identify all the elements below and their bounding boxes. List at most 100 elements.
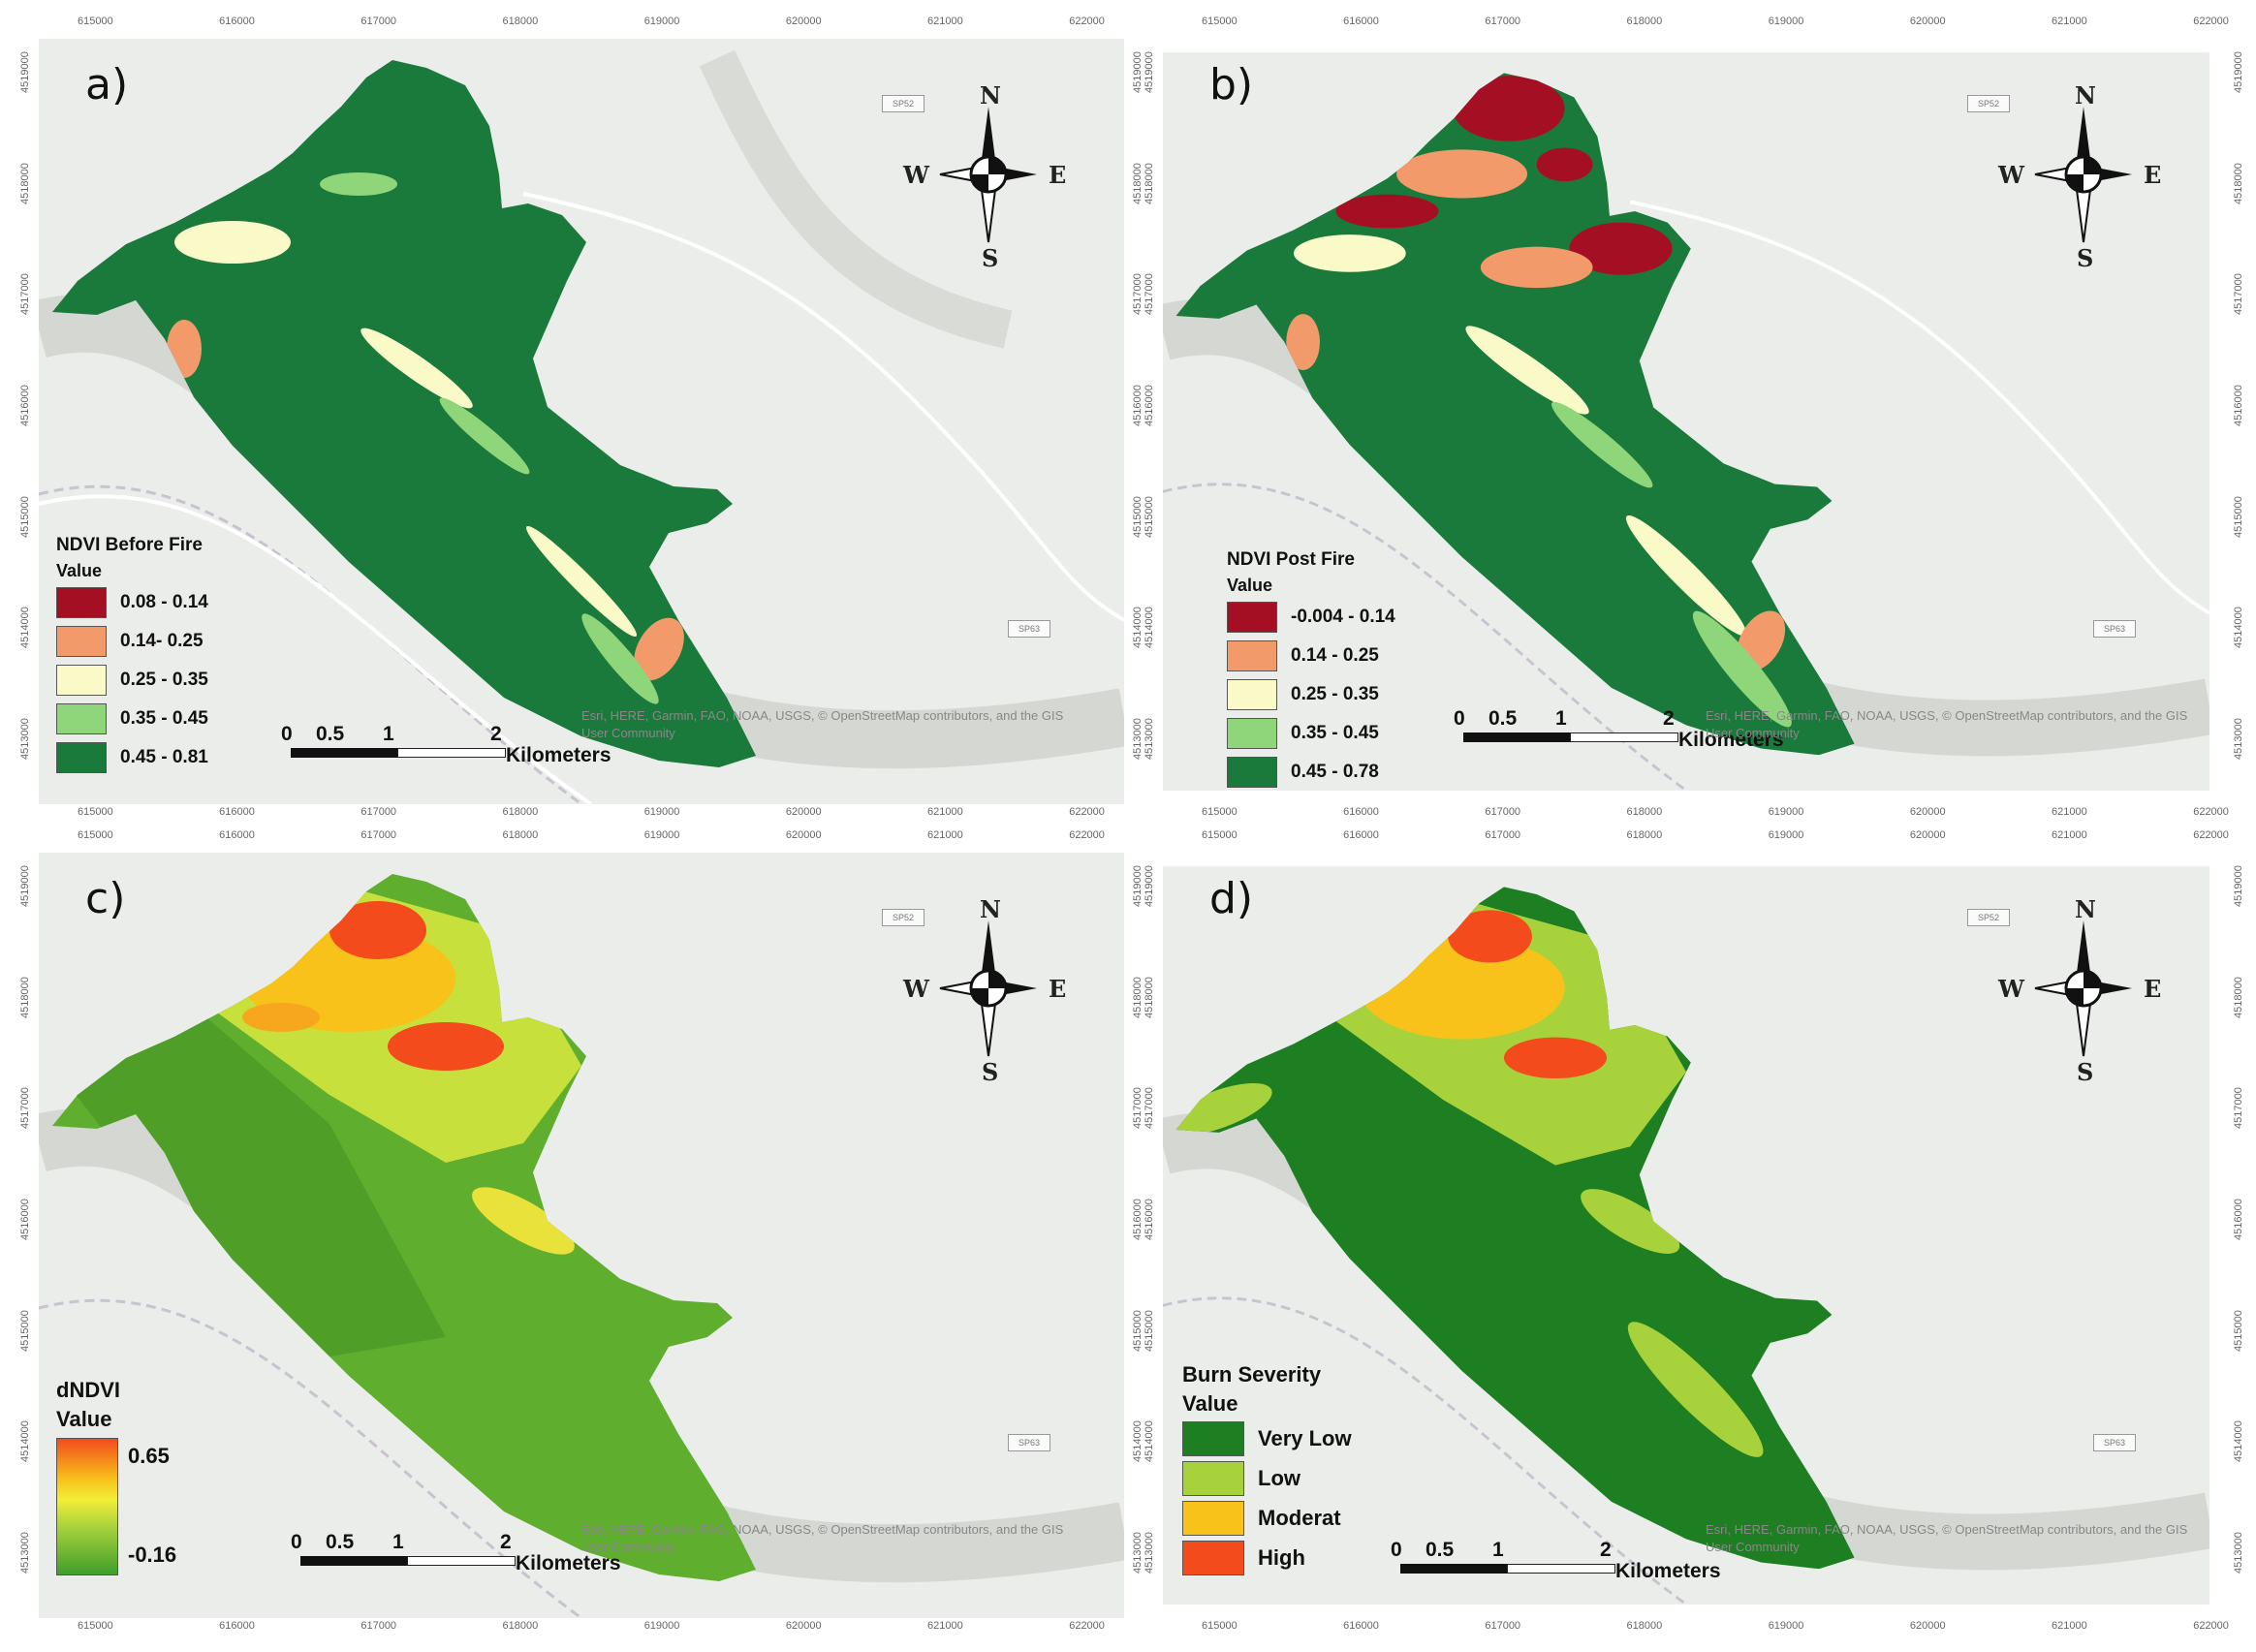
map-panel-c: 615000 616000 617000 618000 619000 62000… — [19, 829, 1144, 1632]
tick-label: 615000 — [78, 1620, 113, 1632]
legend-swatch — [56, 587, 107, 618]
scale-bar: 0 0.5 1 2 Kilometers — [291, 1531, 678, 1579]
tick-label: 615000 — [78, 806, 113, 818]
panel-letter: d) — [1209, 874, 1254, 923]
tick-label: 4517000 — [2233, 273, 2244, 316]
ndvi-patch — [1692, 610, 1792, 728]
tick-label: 4516000 — [2233, 1199, 2244, 1240]
legend-label: 0.35 - 0.45 — [120, 708, 208, 729]
scale-tick: 1 — [1555, 707, 1567, 730]
tick-label: 617000 — [1485, 806, 1521, 818]
left-coordinate-ticks: 4519000 4518000 4517000 4516000 4515000 … — [1140, 865, 1159, 1574]
compass-n: N — [2075, 81, 2096, 109]
tick-label: 4514000 — [19, 1420, 31, 1463]
compass-w: W — [903, 161, 929, 189]
dndvi-patch — [329, 901, 426, 959]
road — [39, 494, 593, 804]
tick-label: 4514000 — [2233, 1420, 2244, 1463]
legend-title: NDVI Post Fire — [1227, 549, 1355, 570]
map-canvas — [39, 39, 1124, 804]
road-label: SP63 — [2093, 620, 2136, 638]
compass-n: N — [980, 895, 1001, 923]
compass-e: E — [2144, 975, 2162, 1003]
scale-tick: 2 — [1663, 707, 1675, 730]
tick-label: 618000 — [502, 1620, 539, 1632]
scale-unit: Kilometers — [1615, 1560, 1721, 1582]
ndvi-patch — [360, 327, 473, 409]
panel-letter: b) — [1209, 60, 1254, 109]
road — [1629, 200, 2209, 615]
relief-shading — [699, 49, 1013, 349]
tick-label: 616000 — [219, 806, 255, 818]
tick-label: 619000 — [643, 829, 680, 841]
color-ramp: 0.65 -0.16 — [56, 1438, 176, 1575]
tick-label: 615000 — [1202, 829, 1238, 841]
tick-label: 615000 — [1202, 1620, 1238, 1632]
tick-label: 617000 — [360, 16, 397, 27]
tick-label: 616000 — [1343, 1620, 1379, 1632]
legend-item: 0.35 - 0.45 — [1227, 714, 1395, 753]
attribution: Esri, HERE, Garmin, FAO, NOAA, USGS, © O… — [1706, 707, 2209, 742]
tick-label: 615000 — [1202, 806, 1238, 818]
ndvi-patch — [1335, 194, 1439, 229]
tick-label: 622000 — [2193, 806, 2229, 818]
tick-label: 616000 — [1343, 16, 1379, 27]
tick-label: 617000 — [360, 806, 397, 818]
legend-label: 0.45 - 0.78 — [1291, 762, 1379, 782]
scale-unit: Kilometers — [516, 1552, 621, 1574]
compass-e: E — [2144, 161, 2162, 189]
ndvi-patch — [439, 397, 530, 475]
ndvi-patch — [1465, 326, 1589, 415]
dndvi-patch — [242, 1003, 320, 1032]
admin-boundary — [39, 1298, 582, 1618]
scale-segment — [291, 748, 397, 758]
tick-label: 619000 — [1768, 16, 1804, 27]
legend-item: 0.35 - 0.45 — [56, 700, 208, 738]
tick-label: 616000 — [1343, 806, 1379, 818]
panel-letter: c) — [85, 874, 126, 923]
legend-label: High — [1258, 1544, 1305, 1570]
road-label: SP52 — [882, 909, 924, 926]
right-coordinate-ticks: 4519000 4518000 4517000 4516000 4515000 … — [2229, 51, 2248, 760]
tick-label: 4514000 — [1144, 1420, 1155, 1463]
legend-item: 0.14 - 0.25 — [1227, 637, 1395, 675]
gradient-bar — [56, 1438, 118, 1575]
legend-swatch — [1227, 679, 1277, 710]
compass-rose-icon — [2034, 107, 2132, 243]
left-coordinate-ticks: 4519000 4518000 4517000 4516000 4515000 … — [16, 51, 35, 760]
tick-label: 620000 — [1909, 16, 1946, 27]
ndvi-patch — [1480, 246, 1593, 289]
legend-item: 0.08 - 0.14 — [56, 583, 208, 622]
top-coordinate-ticks: 615000 616000 617000 618000 619000 62000… — [78, 829, 1105, 849]
road — [522, 192, 1124, 622]
tick-label: 622000 — [1069, 806, 1105, 818]
legend-item: Very Low — [1182, 1418, 1352, 1458]
tick-label: 617000 — [1485, 1620, 1521, 1632]
legend-label: 0.14 - 0.25 — [1291, 645, 1379, 666]
bottom-coordinate-ticks: 615000 616000 617000 618000 619000 62000… — [78, 1620, 1105, 1639]
compass-w: W — [1998, 975, 2024, 1003]
tick-label: 622000 — [1069, 16, 1105, 27]
compass-n: N — [2075, 895, 2096, 923]
left-coordinate-ticks: 4519000 4518000 4517000 4516000 4515000 … — [16, 865, 35, 1574]
tick-label: 619000 — [1768, 1620, 1804, 1632]
tick-label: 4516000 — [1144, 385, 1155, 426]
legend-label: Moderat — [1258, 1505, 1341, 1530]
tick-label: 4515000 — [1144, 1309, 1155, 1352]
legend-swatch — [1182, 1460, 1244, 1496]
ndvi-patch — [1569, 222, 1673, 275]
scale-bar: 0 0.5 1 2 Kilometers — [1454, 707, 1841, 756]
scale-bar: 0 0.5 1 2 Kilometers — [281, 723, 669, 771]
severity-patch — [1175, 1082, 1272, 1136]
legend-swatch — [56, 665, 107, 696]
tick-label: 4513000 — [2233, 1532, 2244, 1574]
compass-s: S — [2077, 244, 2094, 272]
tick-label: 622000 — [1069, 829, 1105, 841]
scale-tick: 0 — [1391, 1539, 1402, 1561]
legend-label: 0.14- 0.25 — [120, 631, 204, 651]
tick-label: 621000 — [927, 1620, 963, 1632]
bottom-coordinate-ticks: 615000 616000 617000 618000 619000 62000… — [1202, 1620, 2229, 1639]
tick-label: 4513000 — [19, 718, 31, 760]
legend-item: Low — [1182, 1458, 1352, 1498]
tick-label: 4518000 — [1144, 976, 1155, 1018]
